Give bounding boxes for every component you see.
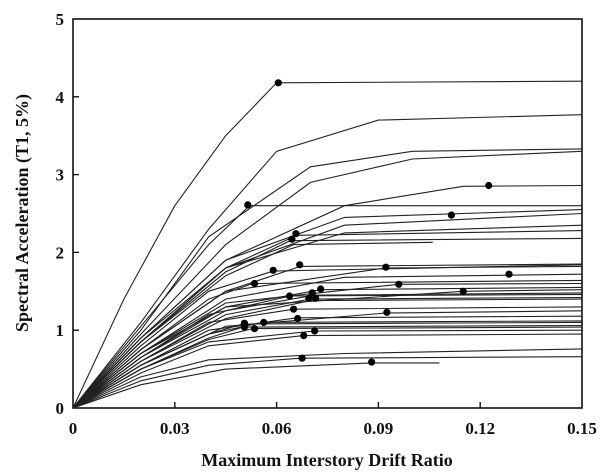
ida-curve-36 — [72, 362, 440, 409]
ida-curve-35 — [72, 356, 583, 409]
collapse-point-14 — [296, 261, 304, 269]
collapse-point-35 — [298, 354, 306, 362]
collapse-point-22 — [285, 292, 294, 300]
ida-curve-22 — [72, 293, 583, 409]
collapse-point-31 — [250, 325, 259, 333]
ida-curve-32 — [72, 329, 583, 409]
collapse-point-5 — [485, 181, 493, 190]
x-tick-label: 0.03 — [160, 419, 190, 438]
y-tick-label: 1 — [56, 321, 65, 340]
ida-curve-3 — [72, 148, 583, 409]
x-axis-title: Maximum Interstory Drift Ratio — [201, 450, 452, 470]
ida-curve-1 — [72, 80, 583, 409]
x-tick-label: 0.12 — [465, 419, 495, 438]
collapse-point-26 — [383, 308, 391, 316]
x-tick-label: 0.09 — [364, 419, 394, 438]
collapse-point-15 — [382, 263, 390, 271]
tick-group: 0 0.03 0.06 0.09 0.12 0.15 0 1 2 3 4 5 — [56, 10, 597, 438]
collapse-point-36 — [368, 358, 376, 366]
x-tick-label: 0.15 — [567, 419, 597, 438]
collapse-point-17 — [250, 279, 259, 288]
collapse-point-1 — [274, 79, 282, 87]
collapse-point-16 — [505, 270, 513, 278]
collapse-point-11 — [288, 235, 296, 243]
y-tick-label: 5 — [56, 10, 65, 29]
y-axis-title: Spectral Acceleration (T1, 5%) — [12, 94, 33, 332]
collapse-point-30 — [240, 323, 248, 331]
collapse-point-23 — [305, 294, 313, 302]
y-tick-label: 2 — [56, 243, 65, 262]
collapse-point-19 — [317, 285, 325, 293]
collapse-point-25 — [290, 305, 298, 313]
collapse-point-10 — [292, 230, 300, 238]
collapse-point-27 — [294, 314, 302, 323]
ida-curve-17 — [72, 279, 583, 409]
curve-group — [72, 80, 583, 409]
ida-curve-29 — [72, 321, 583, 409]
collapse-point-18 — [395, 280, 403, 288]
collapse-point-24 — [312, 294, 320, 302]
collapse-point-6 — [244, 201, 252, 209]
ida-curve-10 — [72, 230, 583, 409]
ida-curve-34 — [72, 348, 583, 409]
ida-curve-12 — [72, 241, 433, 409]
collapse-point-32 — [311, 327, 319, 335]
collapse-point-28 — [260, 318, 268, 326]
collapse-point-33 — [300, 332, 308, 340]
collapse-point-21 — [308, 289, 316, 297]
collapse-point-13 — [269, 266, 277, 274]
ida-curve-33 — [72, 333, 583, 409]
collapse-point-8 — [447, 211, 455, 219]
ida-curve-4 — [72, 150, 583, 409]
ida-curve-25 — [72, 306, 583, 409]
y-tick-label: 0 — [56, 399, 65, 418]
y-tick-label: 4 — [56, 88, 65, 107]
collapse-point-20 — [459, 287, 467, 295]
ida-curve-2 — [72, 114, 583, 409]
collapse-marker-group — [240, 79, 513, 366]
ida-curve-6 — [72, 205, 582, 409]
x-tick-label: 0 — [69, 419, 78, 438]
x-tick-label: 0.06 — [262, 419, 292, 438]
y-tick-label: 3 — [56, 166, 65, 185]
